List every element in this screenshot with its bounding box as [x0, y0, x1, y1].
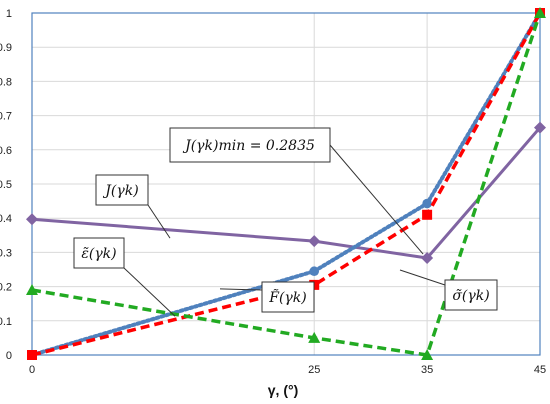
- callout-box: [95, 174, 149, 206]
- plot-border: [31, 12, 541, 356]
- callout-leader: [329, 144, 424, 255]
- callout-sigma: σ̃(γk): [399, 269, 498, 311]
- callout-box: [444, 279, 498, 311]
- data-point: [422, 209, 433, 220]
- x-axis-ticks: 0 25 35 45: [29, 364, 546, 376]
- callout-leader: [219, 288, 263, 291]
- y-tick-label: 0.2: [0, 282, 12, 294]
- data-point: [26, 284, 38, 296]
- callout-min: J(γk)min = 0.2835: [169, 127, 424, 255]
- y-tick-label: 0.7: [0, 111, 12, 123]
- y-tick-label: 0.3: [0, 247, 12, 259]
- y-tick-label: 0.9: [0, 42, 12, 54]
- x-tick-label: 0: [29, 364, 35, 376]
- callouts: J(γk) ε̃(γk) F̃(γk) σ̃(γk) J(γk)min = 0.2835: [73, 127, 498, 317]
- data-point: [308, 235, 321, 248]
- y-tick-label: 0: [6, 350, 12, 362]
- data-point: [26, 213, 38, 226]
- data-point: [422, 198, 432, 209]
- y-tick-label: 0.4: [0, 213, 12, 225]
- data-point: [421, 349, 434, 360]
- y-axis-ticks: 0 0.1 0.2 0.3 0.4 0.5 0.6 0.7 0.8 0.9 1: [0, 8, 12, 362]
- data-point: [534, 7, 546, 18]
- data-point: [308, 331, 321, 343]
- data-point: [27, 350, 37, 360]
- y-tick-label: 0.8: [0, 76, 12, 88]
- x-tick-label: 45: [534, 364, 546, 376]
- data-point: [421, 252, 434, 265]
- callout-label: F̃(γk): [268, 288, 307, 306]
- callout-label: σ̃(γk): [452, 288, 489, 304]
- callout-box: [73, 237, 125, 269]
- callout-label: J(γk): [102, 183, 138, 199]
- series-line: [31, 12, 542, 357]
- callout-leader: [123, 267, 176, 317]
- callout-box: [169, 127, 331, 163]
- data-point: [309, 266, 320, 277]
- x-tick-label: 25: [308, 364, 320, 376]
- y-tick-label: 1: [6, 8, 12, 20]
- y-tick-label: 0.6: [0, 145, 12, 157]
- data-point: [534, 121, 546, 134]
- callout-leader: [399, 269, 446, 286]
- y-tick-label: 0.1: [0, 316, 12, 328]
- callout-label: J(γk)min = 0.2835: [182, 138, 315, 154]
- callout-label: ε̃(γk): [81, 246, 116, 262]
- x-axis-label: γ, (°): [268, 382, 299, 398]
- callout-f: F̃(γk): [219, 281, 315, 313]
- y-tick-label: 0.5: [0, 179, 12, 191]
- callout-box: [261, 281, 315, 313]
- callout-epsilon: ε̃(γk): [73, 237, 176, 317]
- x-tick-label: 35: [421, 364, 433, 376]
- callout-j: J(γk): [95, 174, 171, 239]
- callout-leader: [147, 204, 171, 239]
